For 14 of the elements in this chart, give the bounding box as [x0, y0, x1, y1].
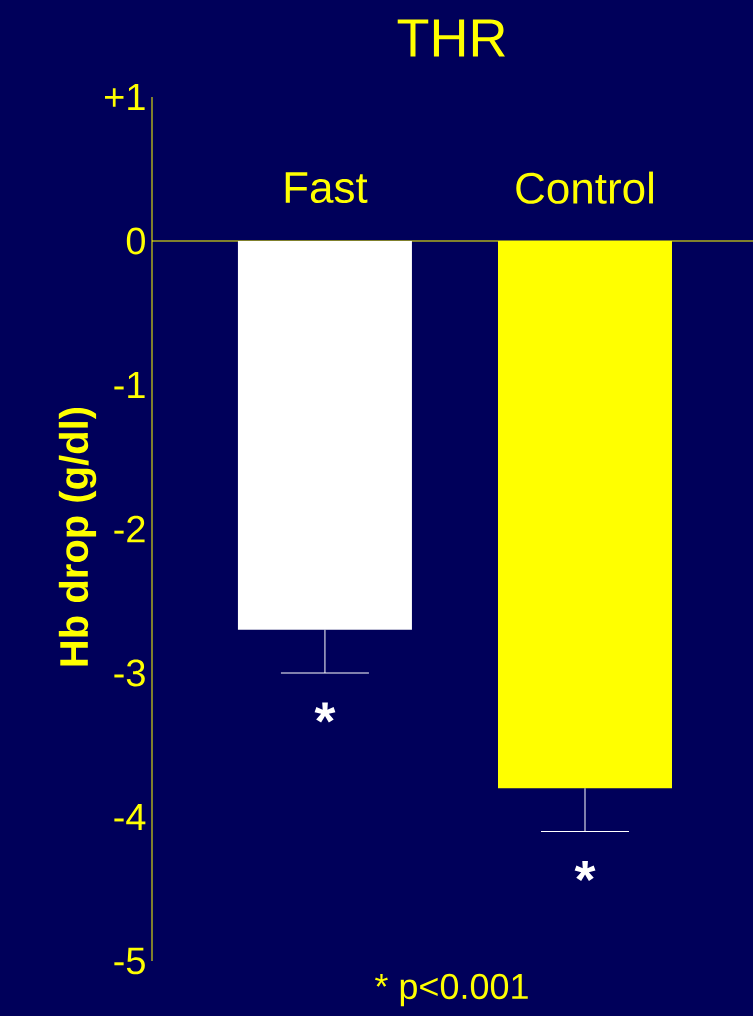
x-tick-label: Fast: [285, 172, 368, 204]
y-tick-label: +1: [104, 83, 145, 111]
annotation: *: [574, 860, 596, 882]
y-tick-label: -4: [114, 803, 146, 831]
y-tick-label: 0: [126, 227, 145, 255]
y-tick-label: -3: [114, 659, 145, 687]
text: * p<0.001: [374, 973, 528, 1007]
y-tick-label: -2: [114, 515, 145, 543]
y-tick-label: -1: [114, 371, 145, 399]
x-tick-label: Control: [516, 171, 653, 204]
y-axis-title: Hb drop (g/dl): [58, 407, 97, 666]
y-tick-label: -5: [114, 947, 145, 975]
annotation: *: [314, 702, 336, 723]
chart-title: THR: [397, 19, 505, 57]
